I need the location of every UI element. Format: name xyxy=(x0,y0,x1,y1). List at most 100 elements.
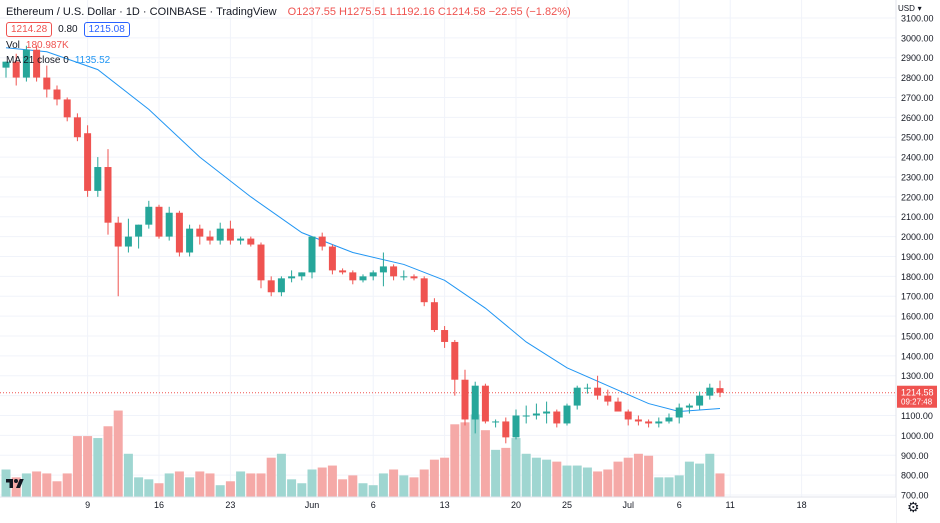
candle xyxy=(226,220,234,245)
candle-body xyxy=(706,387,714,396)
candle xyxy=(441,326,449,348)
y-tick-label: 1700.00 xyxy=(901,292,934,302)
candle-body xyxy=(390,266,398,277)
candle-body xyxy=(522,415,530,417)
candle xyxy=(430,298,438,333)
quote-row: 1214.28 0.80 1215.08 xyxy=(6,22,130,37)
volume-bar xyxy=(389,469,399,497)
candle-body xyxy=(73,117,81,138)
y-tick-label: 2200.00 xyxy=(901,192,934,202)
candle xyxy=(685,403,693,414)
y-tick-label: 2700.00 xyxy=(901,93,934,103)
candle xyxy=(410,274,418,281)
candle-body xyxy=(655,421,663,424)
volume-bar xyxy=(582,467,592,497)
volume-bar xyxy=(62,473,72,497)
y-tick-label: 1900.00 xyxy=(901,252,934,262)
ask-button[interactable]: 1215.08 xyxy=(83,22,130,37)
volume-bar xyxy=(236,471,246,497)
candle xyxy=(369,270,377,281)
candle xyxy=(247,236,255,247)
candle-body xyxy=(685,405,693,408)
candle-body xyxy=(481,385,489,422)
y-tick-label: 2000.00 xyxy=(901,232,934,242)
volume-bar xyxy=(603,469,613,497)
ma-value: 1135.52 xyxy=(74,55,111,66)
volume-bar xyxy=(256,473,266,497)
chevron-down-icon: ▾ xyxy=(917,4,922,13)
candle-body xyxy=(604,395,612,402)
candle-body xyxy=(328,246,336,271)
y-tick-label: 1800.00 xyxy=(901,272,934,282)
y-tick-label: 1600.00 xyxy=(901,312,934,322)
candle-body xyxy=(196,228,204,237)
y-tick-label: 700.00 xyxy=(901,491,929,501)
volume-bar xyxy=(358,483,368,497)
candle-body xyxy=(512,415,520,438)
currency-selector[interactable]: USD ▾ xyxy=(898,3,922,14)
volume-bar xyxy=(644,455,654,497)
volume-bar xyxy=(113,410,123,497)
volume-bar xyxy=(460,422,470,497)
candle xyxy=(522,405,530,424)
candle-body xyxy=(267,280,275,293)
y-tick-label: 2300.00 xyxy=(901,172,934,182)
x-tick-label: 23 xyxy=(225,500,235,510)
volume-bar xyxy=(123,453,133,497)
candle-body xyxy=(63,99,71,118)
candle-body xyxy=(696,395,704,406)
candle-body xyxy=(298,272,306,277)
candle-body xyxy=(237,238,245,241)
candle xyxy=(135,224,143,249)
volume-label: Vol xyxy=(6,40,20,51)
chart-header: Ethereum / U.S. Dollar · 1D · COINBASE ·… xyxy=(6,6,571,18)
bid-button[interactable]: 1214.28 xyxy=(6,22,53,37)
candle xyxy=(94,157,102,197)
last-price-badge xyxy=(897,385,937,408)
tradingview-logo-icon[interactable] xyxy=(6,477,24,491)
candle xyxy=(22,45,30,82)
y-tick-label: 800.00 xyxy=(901,471,929,481)
volume-bar xyxy=(93,438,103,497)
candle xyxy=(12,53,20,86)
candle xyxy=(390,264,398,281)
y-tick-label: 1300.00 xyxy=(901,371,934,381)
candle-body xyxy=(573,387,581,406)
candle xyxy=(196,224,204,245)
candle xyxy=(84,125,92,197)
ma21-line xyxy=(5,47,721,413)
candle xyxy=(471,381,479,434)
candle xyxy=(206,230,214,245)
volume-bar xyxy=(317,467,327,497)
volume-legend[interactable]: Vol 180.987K xyxy=(6,40,69,51)
last-price-label: 1214.58 xyxy=(901,388,934,398)
candle-body xyxy=(124,236,132,247)
volume-bar xyxy=(593,471,603,497)
gear-icon[interactable]: ⚙ xyxy=(907,499,920,515)
candle-body xyxy=(186,228,194,253)
candle-body xyxy=(53,89,61,100)
x-tick-label: Jul xyxy=(622,500,634,510)
candle xyxy=(349,270,357,285)
candle-body xyxy=(135,224,143,237)
candle xyxy=(267,276,275,297)
candle xyxy=(359,274,367,283)
candle-body xyxy=(349,272,357,281)
y-tick-label: 3000.00 xyxy=(901,33,934,43)
x-tick-label: 18 xyxy=(797,500,807,510)
candle xyxy=(318,232,326,251)
volume-bar xyxy=(654,477,664,497)
candle-body xyxy=(104,167,112,223)
candle xyxy=(675,403,683,424)
ma-legend[interactable]: MA 21 close 0 1135.52 xyxy=(6,55,110,66)
volume-bar xyxy=(154,483,164,497)
y-tick-label: 2800.00 xyxy=(901,73,934,83)
volume-bar xyxy=(21,473,31,497)
candle xyxy=(553,409,561,428)
x-tick-label: 6 xyxy=(677,500,682,510)
symbol-title: Ethereum / U.S. Dollar · 1D · COINBASE ·… xyxy=(6,6,277,18)
candle xyxy=(451,339,459,396)
candle-body xyxy=(645,421,653,424)
volume-bar xyxy=(348,475,358,497)
